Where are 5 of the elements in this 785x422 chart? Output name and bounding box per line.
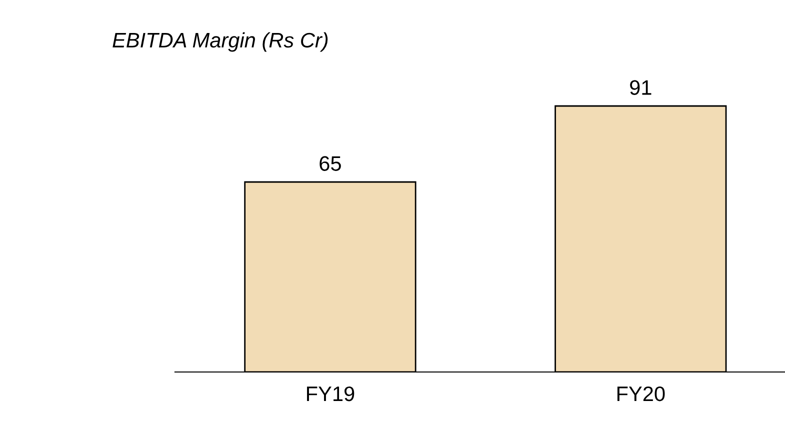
data-label: 65 xyxy=(320,156,341,171)
chart-title: EBITDA Margin (Rs Cr) xyxy=(112,32,328,52)
x-tick-label: FY20 xyxy=(617,386,665,402)
data-label: 91 xyxy=(630,80,652,95)
x-tick-label: FY19 xyxy=(307,386,354,402)
